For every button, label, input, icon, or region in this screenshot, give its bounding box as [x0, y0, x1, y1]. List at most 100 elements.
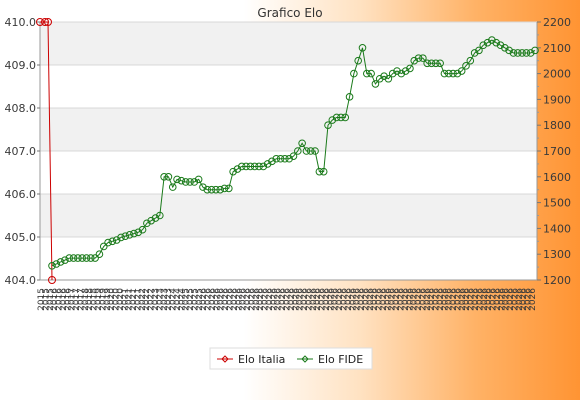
right-tick-label: 1800	[543, 119, 571, 132]
x-tick-label: 2023	[164, 288, 174, 311]
point-elo-fide	[65, 254, 74, 262]
point-elo-fide	[337, 113, 345, 122]
x-tick-label: 2026	[401, 288, 411, 311]
x-tick-label: 2026	[212, 288, 222, 311]
point-elo-fide	[250, 162, 259, 171]
point-elo-fide	[453, 69, 462, 78]
point-elo-fide	[466, 56, 475, 65]
point-elo-fide	[354, 56, 362, 65]
x-tick-label: 2026	[326, 288, 336, 311]
x-tick-label: 2017	[68, 288, 78, 311]
point-elo-fide	[311, 147, 319, 155]
point-elo-fide	[401, 67, 410, 75]
point-elo-fide	[315, 167, 324, 176]
point-elo-fide	[203, 185, 212, 194]
point-elo-fide	[350, 69, 358, 78]
left-tick-label: 406.0	[5, 188, 37, 201]
point-elo-fide	[475, 46, 483, 55]
point-elo-fide	[56, 258, 65, 266]
point-elo-fide	[95, 250, 104, 258]
left-tick-label: 409.0	[5, 59, 37, 72]
point-elo-fide	[509, 49, 518, 57]
x-tick-label: 2026	[524, 288, 534, 311]
x-tick-label: 2026	[313, 288, 323, 311]
grid-band	[40, 108, 537, 151]
x-tick-label: 2016	[55, 288, 65, 311]
x-tick-label: 2023	[155, 288, 165, 311]
x-tick-label: 2016	[63, 288, 73, 311]
point-elo-fide	[393, 67, 401, 75]
left-tick-label: 410.0	[5, 16, 37, 29]
x-tick-label: 2025	[195, 288, 205, 311]
right-tick-label: 1400	[543, 222, 571, 235]
point-elo-italia	[44, 18, 52, 26]
point-elo-fide	[427, 59, 436, 68]
point-elo-fide	[332, 113, 341, 122]
right-tick-label: 2100	[543, 42, 571, 55]
point-elo-fide	[74, 254, 82, 262]
x-tick-label: 2026	[230, 288, 240, 311]
point-elo-fide	[306, 147, 315, 155]
x-tick-label: 2026	[309, 288, 319, 311]
left-tick-label: 404.0	[5, 274, 37, 287]
x-tick-label: 2026	[283, 288, 293, 311]
point-elo-fide	[164, 173, 173, 181]
point-elo-fide	[173, 175, 181, 184]
point-elo-fide	[263, 160, 272, 168]
x-tick-label: 2015	[46, 288, 56, 311]
point-elo-fide	[52, 260, 61, 268]
chart-title: Grafico Elo	[257, 6, 322, 20]
point-elo-fide	[470, 49, 479, 57]
point-elo-fide	[130, 229, 138, 238]
point-elo-fide	[281, 154, 289, 163]
x-tick-label: 2022	[147, 288, 157, 311]
x-tick-label: 2026	[239, 288, 249, 311]
x-tick-label: 2024	[177, 288, 187, 311]
x-tick-label: 2022	[138, 288, 148, 311]
point-elo-fide	[432, 59, 440, 68]
x-tick-label: 2026	[265, 288, 275, 311]
x-tick-label: 2026	[366, 288, 376, 311]
x-tick-label: 2026	[304, 288, 314, 311]
x-tick-label: 2026	[204, 288, 214, 311]
x-tick-label: 2026	[331, 288, 341, 311]
point-elo-italia	[48, 276, 56, 284]
x-tick-label: 2019	[103, 288, 113, 311]
series-layer	[36, 18, 539, 284]
point-elo-fide	[341, 113, 350, 122]
right-tick-label: 1700	[543, 145, 571, 158]
right-tick-label: 2200	[543, 16, 571, 29]
x-tick-label: 2026	[278, 288, 288, 311]
x-tick-label: 2026	[484, 288, 494, 311]
point-elo-fide	[522, 49, 531, 57]
right-tick-label: 1500	[543, 197, 571, 210]
point-elo-fide	[220, 184, 229, 193]
x-tick-label: 2016	[50, 288, 60, 311]
point-elo-fide	[457, 67, 466, 75]
x-tick-label: 2026	[493, 288, 503, 311]
x-tick-label: 2026	[318, 288, 328, 311]
legend-marker-fide	[301, 355, 309, 363]
point-elo-fide	[276, 154, 285, 163]
x-tick-label: 2015	[41, 288, 51, 311]
point-elo-fide	[531, 46, 539, 55]
x-tick-label: 2026	[497, 288, 507, 311]
point-elo-fide	[143, 219, 151, 228]
x-tick-label: 2026	[423, 288, 433, 311]
x-tick-label: 2026	[519, 288, 529, 311]
point-elo-fide	[138, 225, 147, 234]
point-elo-fide	[414, 54, 423, 62]
x-tick-label: 2024	[169, 288, 179, 311]
point-elo-fide	[492, 38, 500, 47]
x-tick-label: 2016	[59, 288, 69, 311]
point-elo-fide	[134, 228, 143, 237]
series-line-elo-italia	[40, 21, 53, 281]
x-tick-label: 2026	[388, 288, 398, 311]
point-elo-fide	[488, 36, 496, 44]
legend-label-italia: Elo Italia	[238, 353, 285, 366]
x-tick-label: 2026	[261, 288, 271, 311]
x-tick-label: 2026	[353, 288, 363, 311]
x-tick-label: 2026	[458, 288, 468, 311]
x-tick-label: 2026	[410, 288, 420, 311]
point-elo-fide	[207, 185, 216, 194]
